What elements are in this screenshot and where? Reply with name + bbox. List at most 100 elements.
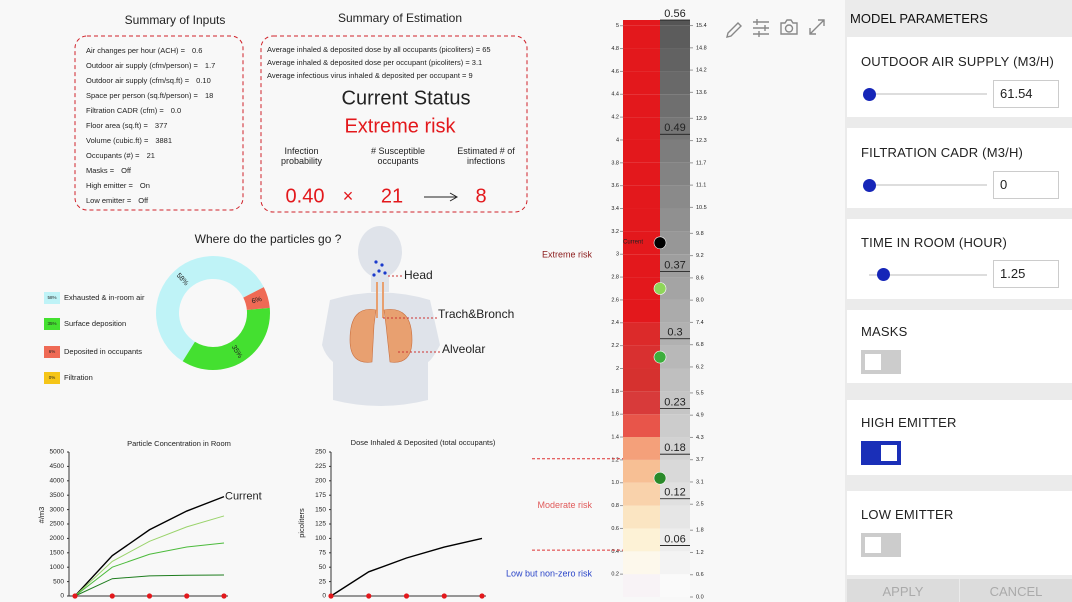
pie-title: Where do the particles go ?	[195, 232, 342, 246]
y-tick-label: 1.8	[611, 389, 619, 395]
main-canvas: Summary of Inputs Summary of Estimation …	[37, 8, 825, 600]
arrow-head	[449, 192, 459, 202]
slider-track[interactable]	[869, 184, 987, 186]
y-tick-label: 1500	[50, 550, 65, 557]
y2-tick-label: 4.3	[696, 435, 704, 441]
settings-icon[interactable]	[753, 19, 769, 37]
y-tick-label: 0	[60, 593, 64, 600]
slider-track[interactable]	[869, 274, 987, 276]
toggle[interactable]	[861, 441, 901, 465]
cancel-button[interactable]: CANCEL	[960, 579, 1072, 602]
y-tick-label: 3500	[50, 492, 65, 499]
input-value: On	[140, 181, 150, 190]
legend-swatch	[44, 318, 60, 330]
slider-card: FILTRATION CADR (M3/H) 0	[847, 128, 1072, 208]
toggle-label: MASKS	[861, 324, 908, 339]
slider-knob[interactable]	[877, 268, 890, 281]
risk-cell	[623, 139, 660, 163]
scenario-point	[653, 282, 667, 295]
y2-tick-label: 12.3	[696, 138, 707, 144]
y-tick-label: 0.4	[611, 549, 619, 555]
risk-cell	[623, 437, 660, 460]
probability-cell	[660, 322, 690, 346]
estimation-box	[260, 35, 528, 213]
x-marker	[72, 593, 78, 599]
y-tick-label: 0.2	[611, 572, 619, 578]
panel-title: MODEL PARAMETERS	[850, 11, 988, 26]
y2-tick-label: 12.9	[696, 116, 707, 122]
input-item: Outdoor air supply (cfm/sq.ft) = 0.10	[86, 76, 211, 85]
x-marker	[479, 593, 485, 599]
probability-cell	[660, 139, 690, 163]
body-diagram	[322, 226, 440, 406]
y2-tick-label: 1.8	[696, 528, 704, 534]
y2-tick-label: 6.2	[696, 364, 704, 370]
y2-tick-label: 3.7	[696, 457, 704, 463]
y-tick-label: 5000	[50, 449, 65, 456]
expand-icon[interactable]	[809, 19, 825, 35]
legend-label: Surface deposition	[64, 319, 126, 328]
x-marker	[184, 593, 190, 599]
y2-tick-label: 14.8	[696, 45, 707, 51]
value-input[interactable]: 61.54	[993, 80, 1059, 108]
slider-knob[interactable]	[863, 179, 876, 192]
series-line	[330, 537, 483, 597]
input-value: 18	[205, 91, 213, 100]
y-tick-label: 4500	[50, 463, 65, 470]
legend-swatch	[44, 372, 60, 384]
y-tick-label: 3	[616, 252, 619, 258]
side-panel: MODEL PARAMETERS OUTDOOR AIR SUPPLY (M3/…	[845, 0, 1072, 602]
risk-cell	[623, 574, 660, 597]
y-axis-label: picoliters	[297, 508, 306, 538]
contour-label: 0.23	[664, 396, 685, 408]
probability-cell	[660, 231, 690, 255]
probability-cell	[660, 505, 690, 529]
input-item: Floor area (sq.ft) = 377	[86, 121, 167, 130]
risk-cell	[623, 368, 660, 392]
input-value: 0.0	[171, 106, 181, 115]
y-tick-label: 2500	[50, 521, 65, 528]
risk-cell	[623, 322, 660, 346]
value-input[interactable]: 1.25	[993, 260, 1059, 288]
camera-icon[interactable]	[780, 19, 798, 35]
risk-cell	[623, 20, 660, 26]
y-tick-label: 0.6	[611, 526, 619, 532]
risk-cell	[623, 231, 660, 255]
toggle[interactable]	[861, 350, 901, 374]
y-tick-label: 1.0	[611, 480, 619, 486]
y2-tick-label: 14.2	[696, 68, 707, 74]
slider-knob[interactable]	[863, 88, 876, 101]
contour-label: 0.12	[664, 487, 685, 499]
value-input[interactable]: 0	[993, 171, 1059, 199]
probability-cell	[660, 185, 690, 209]
risk-cell	[623, 117, 660, 140]
probability-cell	[660, 162, 690, 186]
edit-icon[interactable]	[726, 22, 742, 38]
y-tick-label: 50	[319, 564, 327, 571]
toolbar	[726, 19, 825, 38]
slider-track[interactable]	[869, 93, 987, 95]
y2-tick-label: 6.8	[696, 342, 704, 348]
apply-button[interactable]: APPLY	[847, 579, 959, 602]
chart-title: Particle Concentration in Room	[127, 439, 231, 448]
risk-zone-label: Extreme risk	[542, 250, 593, 260]
risk-cell	[623, 71, 660, 95]
y-tick-label: 75	[319, 550, 327, 557]
y-tick-label: 2.8	[611, 275, 619, 281]
inputs-box	[74, 35, 244, 211]
estimation-header: Infection probability	[280, 146, 323, 166]
risk-cell	[623, 277, 660, 300]
probability-cell	[660, 459, 690, 483]
input-value: Off	[121, 166, 132, 175]
series-line	[74, 515, 225, 597]
toggle[interactable]	[861, 533, 901, 557]
y-tick-label: 3.4	[611, 206, 619, 212]
y2-tick-label: 15.4	[696, 23, 707, 29]
y-tick-label: 4.8	[611, 46, 619, 52]
slider-label: TIME IN ROOM (HOUR)	[861, 235, 1008, 250]
y2-tick-label: 11.1	[696, 183, 706, 189]
input-item: High emitter = On	[86, 181, 150, 190]
risk-cell	[623, 48, 660, 72]
risk-cell	[623, 528, 660, 552]
